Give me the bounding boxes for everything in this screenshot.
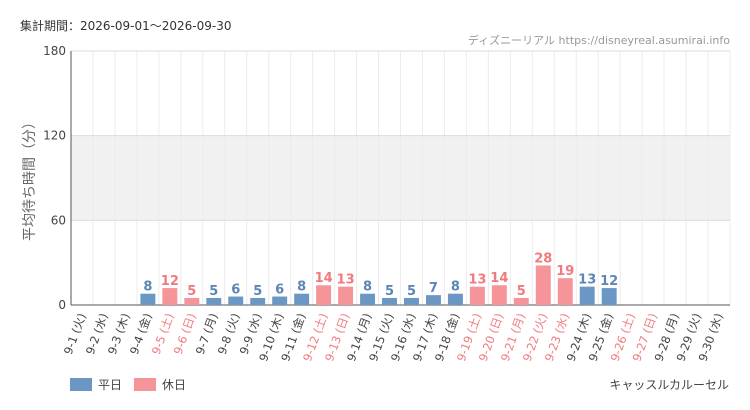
data-label: 19 xyxy=(556,264,574,279)
data-label: 7 xyxy=(429,281,438,296)
bar xyxy=(447,293,463,305)
bar xyxy=(513,297,529,305)
bar xyxy=(162,288,178,305)
bar xyxy=(294,293,310,305)
data-label: 13 xyxy=(468,273,486,288)
bar xyxy=(316,285,332,305)
y-tick-label: 60 xyxy=(51,213,66,227)
bar xyxy=(250,297,266,305)
data-label: 14 xyxy=(315,271,333,286)
data-label: 13 xyxy=(578,273,596,288)
bar xyxy=(206,297,222,305)
y-tick-label: 120 xyxy=(43,129,66,143)
data-label: 5 xyxy=(187,284,196,299)
data-label: 12 xyxy=(161,274,179,289)
data-label: 8 xyxy=(363,280,372,295)
data-label: 8 xyxy=(143,280,152,295)
bar xyxy=(601,288,617,305)
data-label: 5 xyxy=(517,284,526,299)
bar xyxy=(535,265,551,305)
bar xyxy=(272,296,288,305)
bar xyxy=(382,297,397,305)
legend-swatch-holiday xyxy=(134,378,156,391)
bar xyxy=(425,295,441,305)
legend: 平日 休日 xyxy=(70,378,186,392)
bar xyxy=(140,293,156,305)
data-label: 8 xyxy=(451,280,460,295)
bar xyxy=(184,297,200,305)
legend-swatch-weekday xyxy=(70,378,92,391)
bar xyxy=(338,286,354,305)
data-label: 6 xyxy=(231,283,240,298)
bar xyxy=(360,293,376,305)
bar xyxy=(469,286,485,305)
bar xyxy=(579,286,595,305)
data-label: 5 xyxy=(209,284,218,299)
data-label: 5 xyxy=(385,284,394,299)
data-label: 12 xyxy=(600,274,618,289)
y-tick-label: 0 xyxy=(58,298,66,312)
bar xyxy=(228,296,244,305)
period-text: 集計期間：2026-09-01～2026-09-30 xyxy=(20,18,231,33)
bar xyxy=(557,278,573,305)
y-tick-label: 180 xyxy=(43,44,66,58)
attraction-name: キャッスルカルーセル xyxy=(609,378,729,392)
data-label: 8 xyxy=(297,280,306,295)
bar xyxy=(404,297,419,305)
data-label: 28 xyxy=(534,251,552,266)
credit-text: ディズニーリアル https://disneyreal.asumirai.inf… xyxy=(468,33,730,47)
data-label: 14 xyxy=(490,271,508,286)
data-label: 13 xyxy=(337,273,355,288)
bar xyxy=(491,285,507,305)
y-axis-label: 平均待ち時間（分） xyxy=(22,115,38,241)
data-label: 5 xyxy=(407,284,416,299)
data-label: 5 xyxy=(253,284,262,299)
legend-label-holiday: 休日 xyxy=(162,378,186,392)
legend-label-weekday: 平日 xyxy=(98,378,122,392)
data-label: 6 xyxy=(275,283,284,298)
